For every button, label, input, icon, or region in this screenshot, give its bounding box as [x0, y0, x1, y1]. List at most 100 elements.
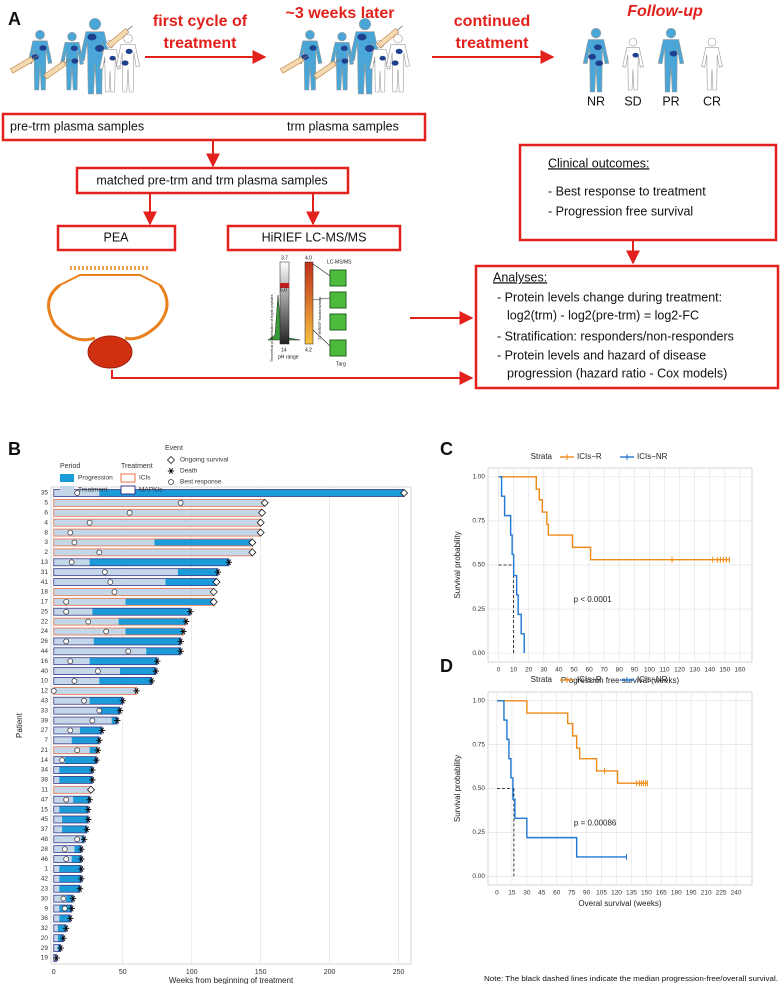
lesion [588, 53, 596, 60]
syringe-needle [302, 55, 309, 60]
analyses-box [474, 264, 780, 390]
death-marker [93, 757, 100, 764]
figure-head [628, 37, 638, 47]
treatment-bar [53, 608, 93, 616]
y-tick-label: 0.75 [472, 518, 485, 525]
lesion [39, 45, 47, 51]
box-text: - Protein levels and hazard of disease [497, 348, 706, 362]
step-text: treatment [456, 35, 530, 52]
progression-bar [59, 914, 71, 922]
death-stroke [90, 767, 95, 774]
treatment-bar [53, 944, 58, 952]
treatment-bar [53, 598, 126, 606]
lesion [357, 33, 367, 41]
lesion [309, 45, 317, 51]
y-axis-label: Survival probability [453, 755, 462, 822]
syringe [9, 55, 39, 74]
syringe-body [43, 60, 67, 80]
x-tick-label: 105 [596, 890, 607, 897]
x-tick-label: 150 [255, 969, 267, 976]
lesion [341, 58, 349, 64]
progression-bar [79, 726, 103, 734]
x-tick-label: 150 [641, 890, 652, 897]
ongoing-marker [400, 489, 409, 497]
progression-bar [89, 746, 98, 754]
progression-bar [125, 598, 214, 606]
patient-label: 12 [41, 688, 49, 695]
figure-head [35, 29, 45, 40]
treatment-bar [53, 538, 155, 546]
box-text: - Protein levels change during treatment… [497, 290, 722, 304]
patient-label: 16 [41, 658, 49, 665]
x-tick-label: 0 [495, 890, 499, 897]
progression-bar [64, 756, 97, 764]
treatment-bar [53, 588, 214, 596]
death-stroke [100, 727, 105, 734]
death-stroke [68, 915, 73, 922]
pea-box [56, 224, 177, 252]
patient-label: 2 [44, 549, 48, 556]
x-axis-label: Weeks from beginning of treatment [169, 976, 294, 984]
arrow [111, 370, 474, 385]
death-marker [182, 618, 190, 625]
x-tick-label: 20 [525, 667, 533, 674]
step-text: ~3 weeks later [286, 5, 395, 22]
illustration-text: 72 HiRIEF fractions/strip [317, 296, 322, 340]
best-response-marker [103, 628, 110, 635]
response-label: PR [662, 94, 679, 108]
x-tick-label: 90 [583, 890, 591, 897]
patient-label: 42 [41, 876, 49, 883]
x-tick-label: 0 [52, 969, 56, 976]
response-label: NR [587, 94, 605, 108]
death-stroke [226, 559, 231, 566]
x-tick-label: 160 [735, 667, 746, 674]
y-tick-label: 0.50 [472, 785, 485, 792]
death-stroke [115, 717, 120, 724]
patient-label: 40 [41, 668, 49, 675]
note: Note: The black dashed lines indicate th… [484, 974, 778, 983]
legend-title: Treatment [121, 463, 153, 470]
figure-head [590, 28, 602, 39]
panel-label: C [440, 439, 453, 459]
legend-swatch [120, 473, 136, 483]
progression-bar [71, 855, 82, 863]
patient-label: 4 [44, 519, 48, 526]
treatment-bar [53, 806, 60, 814]
y-tick-label: 0.00 [472, 650, 485, 657]
treatment-bar [53, 726, 80, 734]
best-response-marker [67, 529, 74, 536]
death-marker [76, 885, 84, 892]
death-stroke [155, 658, 160, 665]
death-marker [86, 796, 93, 803]
patient-label: 5 [44, 500, 48, 507]
legend-label: Treatment [78, 487, 108, 494]
progression-bar [59, 766, 93, 774]
x-tick-label: 195 [686, 890, 697, 897]
lesion [669, 50, 678, 57]
death-stroke [86, 816, 91, 823]
patient-label: 29 [41, 945, 49, 952]
legend-swatch [120, 485, 136, 495]
progression-bar [92, 608, 191, 616]
progression-bar [177, 568, 218, 576]
treatment-bar [53, 914, 60, 922]
death-stroke [61, 935, 66, 942]
clinical-box [518, 143, 778, 242]
lesion [125, 48, 133, 55]
x-tick-label: 75 [568, 890, 576, 897]
patient-figures [9, 18, 723, 95]
patient-label: 6 [44, 510, 48, 517]
patient-label: 7 [44, 737, 48, 744]
progression-bar [59, 806, 89, 814]
x-tick-label: 200 [324, 969, 336, 976]
death-stroke [169, 468, 173, 474]
patient-label: 25 [41, 608, 49, 615]
syringe-body [279, 56, 305, 74]
best-response-marker [67, 727, 74, 734]
ongoing-marker [260, 498, 269, 507]
death-stroke [54, 955, 59, 961]
treatment-bar [53, 865, 60, 873]
death-marker [83, 826, 91, 833]
hirief-illustration: 3.7 5.0 14 pH range 4.0 4.2 LC-MS/MS Tar… [267, 255, 352, 367]
death-stroke [149, 677, 154, 684]
